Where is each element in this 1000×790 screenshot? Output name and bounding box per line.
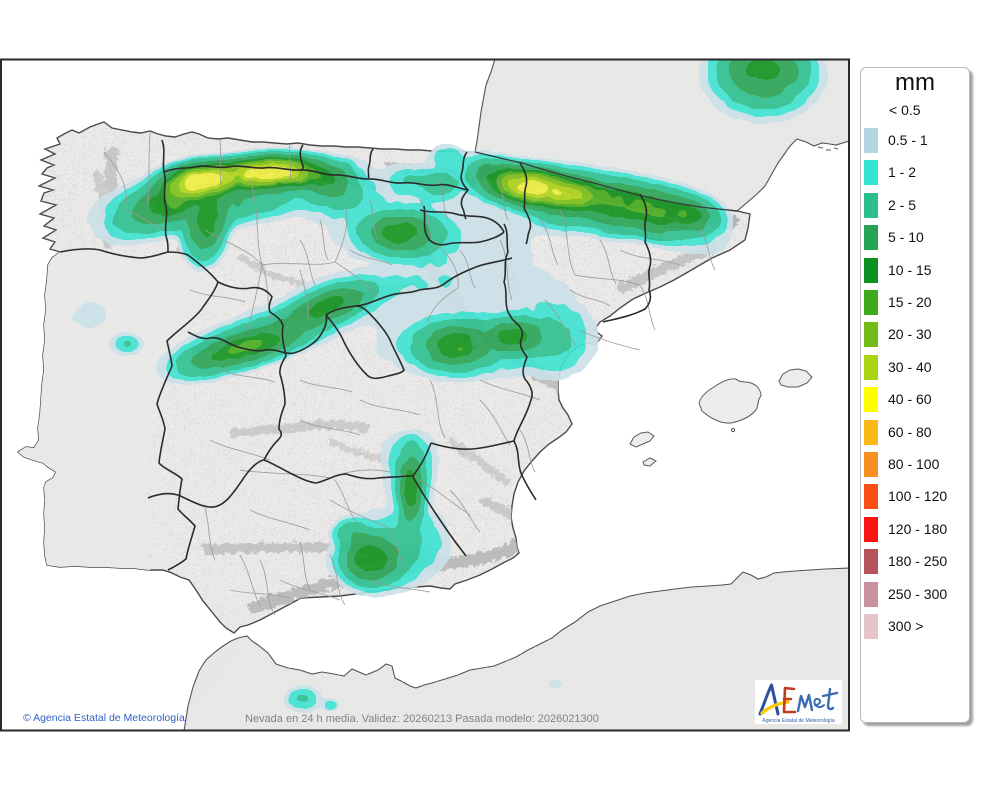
svg-text:Agencia Estatal de Meteorologí: Agencia Estatal de Meteorología xyxy=(762,718,834,724)
